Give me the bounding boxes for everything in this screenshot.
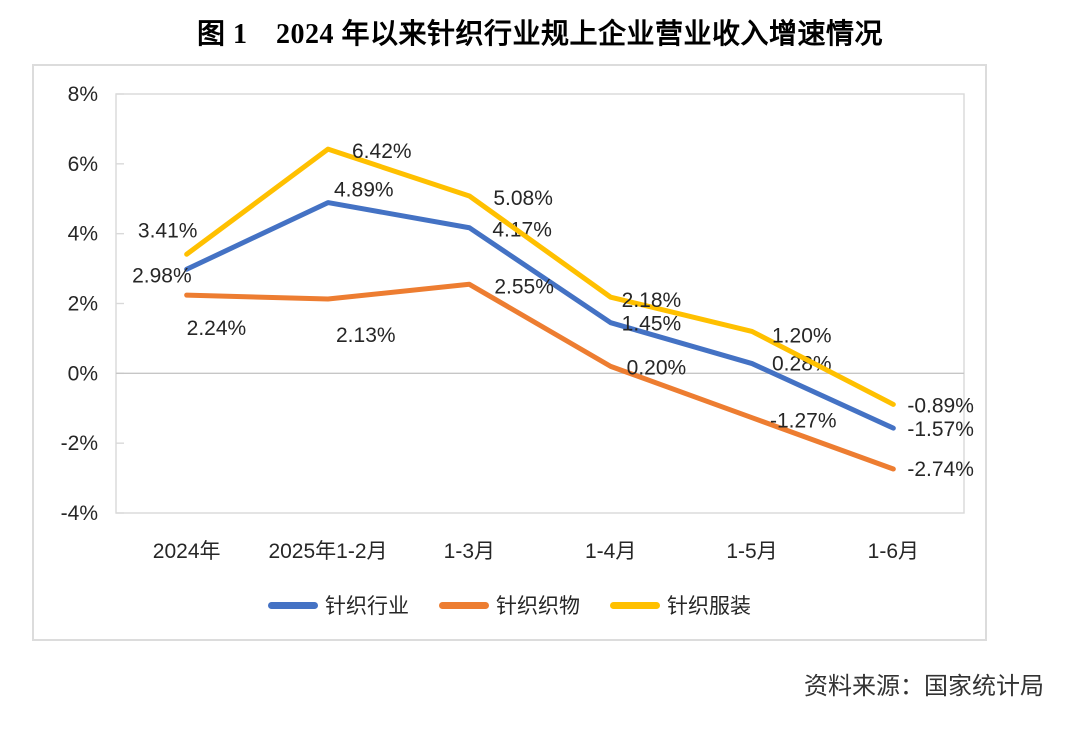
x-axis-label: 2024年: [153, 540, 221, 563]
data-label-针织服装: 6.42%: [352, 140, 412, 163]
data-label-针织织物: -2.74%: [907, 458, 974, 481]
series-line-针织服装: [184, 146, 896, 407]
x-axis-label: 1-3月: [444, 540, 495, 563]
x-axis-label: 1-6月: [868, 540, 919, 563]
legend-label: 针织服装: [667, 595, 751, 618]
figure-title: 图 1 2024 年以来针织行业规上企业营业收入增速情况: [196, 19, 883, 50]
data-label-针织行业: -1.57%: [907, 418, 974, 441]
line-chart: 8% 6% 4% 2% 0% -2% -4% 2024年 2025年1-2月 1-3月 1-4月 1-…: [61, 83, 974, 563]
data-label-针织行业: 4.17%: [492, 219, 552, 242]
data-label-针织服装: -0.89%: [907, 394, 974, 417]
y-axis-label: 0%: [68, 362, 98, 385]
legend-item-针织行业: 针织行业: [268, 590, 409, 620]
legend-item-针织织物: 针织织物: [439, 590, 580, 620]
y-axis-label: -2%: [61, 432, 98, 455]
data-label-针织行业: 2.98%: [132, 264, 192, 287]
x-axis-label: 1-4月: [585, 540, 636, 563]
y-axis-label: 8%: [68, 83, 98, 106]
chart-legend: 针织行业 针织织物 针织服装: [34, 590, 985, 620]
data-label-针织织物: 0.20%: [627, 356, 687, 379]
series-line-针织织物: [184, 281, 896, 472]
legend-label: 针织行业: [325, 595, 409, 618]
data-label-针织织物: 2.24%: [187, 317, 247, 340]
y-axis-label: 2%: [68, 293, 98, 316]
data-label-针织服装: 1.20%: [772, 324, 832, 347]
x-axis-label: 2025年1-2月: [268, 540, 387, 563]
legend-swatch-icon: [439, 601, 489, 609]
data-label-针织服装: 2.18%: [622, 289, 682, 312]
data-label-针织织物: 2.55%: [494, 275, 554, 298]
data-label-针织行业: 4.89%: [334, 179, 394, 202]
source-note: 资料来源：国家统计局: [804, 674, 1044, 700]
data-label-针织行业: 1.45%: [622, 313, 682, 336]
data-label-针织织物: -1.27%: [770, 410, 837, 433]
legend-swatch-icon: [268, 601, 318, 609]
y-axis-label: -4%: [61, 502, 98, 525]
series-line-针织行业: [184, 200, 896, 431]
y-axis-label: 4%: [68, 223, 98, 246]
y-axis-label: 6%: [68, 153, 98, 176]
legend-item-针织服装: 针织服装: [610, 590, 751, 620]
data-label-针织服装: 5.08%: [493, 187, 553, 210]
legend-label: 针织织物: [496, 595, 580, 618]
chart-container: 8% 6% 4% 2% 0% -2% -4% 2024年 2025年1-2月 1-3月 1-4月 1-…: [32, 64, 987, 641]
data-label-针织织物: 2.13%: [336, 324, 396, 347]
data-label-针织行业: 0.28%: [772, 353, 832, 376]
data-label-针织服装: 3.41%: [138, 219, 198, 242]
x-axis-label: 1-5月: [726, 540, 777, 563]
legend-swatch-icon: [610, 601, 660, 609]
